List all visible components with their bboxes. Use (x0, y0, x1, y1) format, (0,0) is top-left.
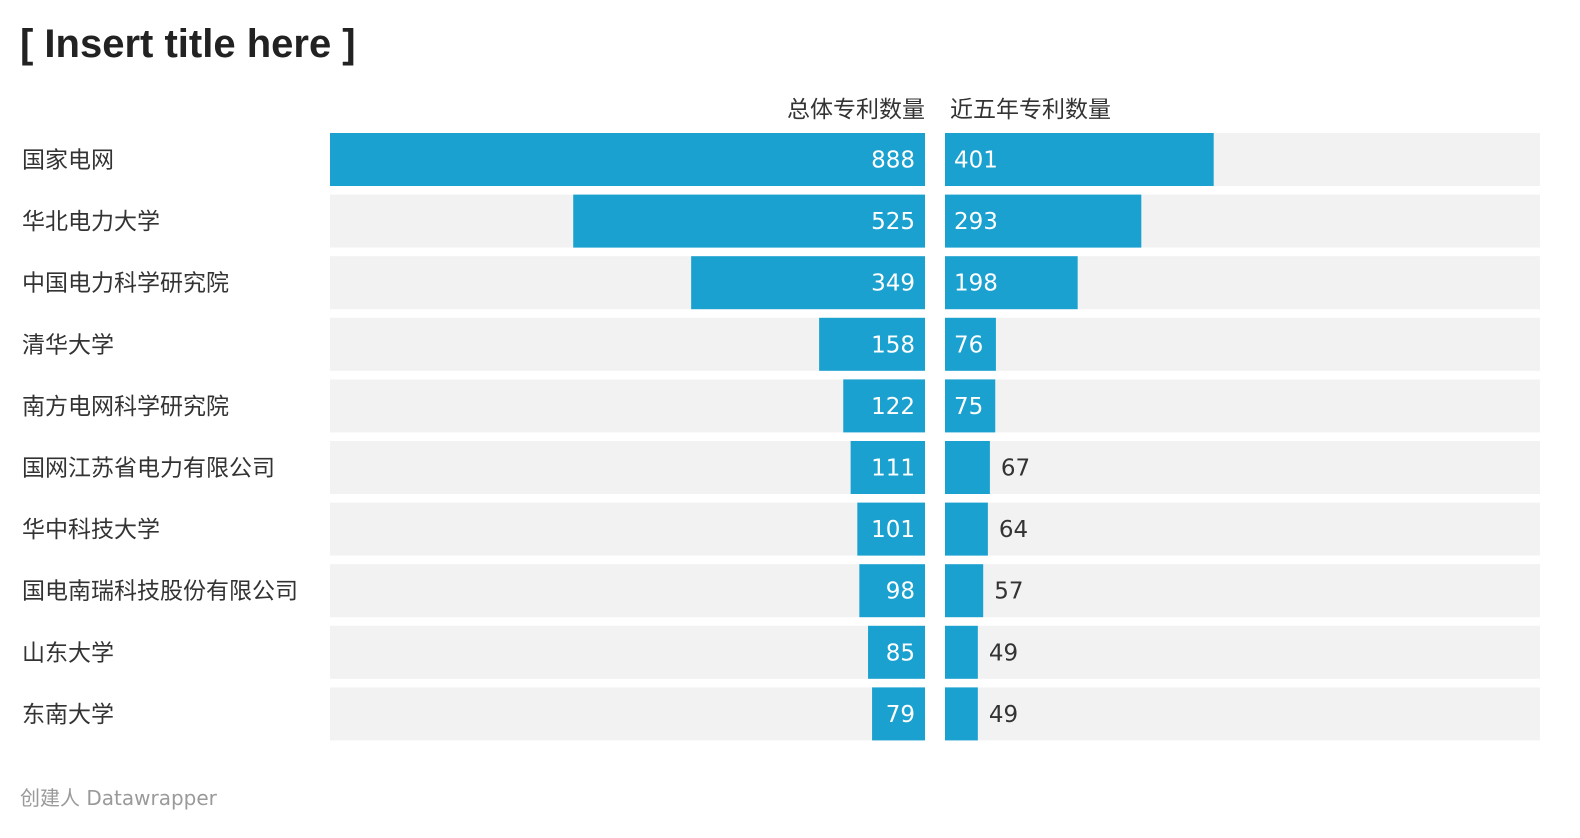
bar-total (843, 379, 925, 433)
value-label-total: 525 (871, 209, 915, 235)
value-label-recent: 49 (989, 640, 1018, 666)
bar-recent (945, 194, 1142, 248)
row-label: 国电南瑞科技股份有限公司 (22, 579, 298, 605)
bar-recent (945, 441, 990, 494)
bar-track-total (330, 441, 925, 494)
bar-track-recent (945, 687, 1540, 741)
bar-total (691, 256, 925, 310)
bar-total (872, 687, 925, 741)
bar-track-recent (945, 317, 1540, 371)
bar-track-recent (945, 441, 1540, 494)
value-label-total: 85 (886, 640, 915, 666)
column-header-total: 总体专利数量 (787, 97, 925, 123)
value-label-recent: 64 (999, 517, 1028, 543)
bar-recent (945, 625, 978, 679)
value-label-recent: 76 (954, 332, 983, 358)
bar-total (850, 441, 925, 494)
value-label-recent: 67 (1001, 456, 1030, 482)
row-label: 国家电网 (22, 148, 114, 174)
credit-line: 创建人 Datawrapper (20, 786, 217, 810)
row-label: 南方电网科学研究院 (22, 394, 229, 420)
value-label-total: 79 (886, 702, 915, 728)
value-label-total: 101 (871, 517, 915, 543)
value-label-total: 111 (871, 456, 915, 482)
chart-title: [ Insert title here ] (20, 22, 356, 66)
value-label-recent: 49 (989, 702, 1018, 728)
row-label: 国网江苏省电力有限公司 (22, 456, 275, 482)
row-label: 山东大学 (22, 640, 114, 666)
bar-total (819, 317, 925, 371)
row-label: 中国电力科学研究院 (22, 271, 229, 297)
bar-track-total (330, 379, 925, 433)
bar-total (573, 194, 925, 248)
row-label: 华中科技大学 (22, 517, 160, 543)
row-label: 东南大学 (22, 702, 114, 728)
value-label-total: 122 (871, 394, 915, 420)
bar-total (859, 564, 925, 618)
row-label: 华北电力大学 (22, 209, 160, 235)
row-label: 清华大学 (22, 332, 114, 358)
value-label-recent: 75 (954, 394, 983, 420)
bar-track-total (330, 564, 925, 618)
bar-recent (945, 256, 1078, 310)
bar-track-total (330, 687, 925, 741)
bar-recent (945, 133, 1214, 186)
value-label-recent: 198 (954, 271, 998, 297)
value-label-recent: 401 (954, 148, 998, 174)
bar-recent (945, 687, 978, 741)
bar-track-recent (945, 502, 1540, 556)
value-label-total: 349 (871, 271, 915, 297)
bar-track-total (330, 502, 925, 556)
bar-total (868, 625, 925, 679)
bar-track-recent (945, 564, 1540, 618)
value-label-total: 158 (871, 332, 915, 358)
bar-track-total (330, 625, 925, 679)
column-header-recent: 近五年专利数量 (950, 97, 1111, 123)
bar-track-recent (945, 379, 1540, 433)
value-label-total: 98 (886, 579, 915, 605)
bar-total (330, 133, 925, 186)
value-label-recent: 293 (954, 209, 998, 235)
value-label-total: 888 (871, 148, 915, 174)
bar-recent (945, 379, 996, 433)
bar-track-recent (945, 625, 1540, 679)
bar-recent (945, 564, 984, 618)
bar-recent (945, 317, 996, 371)
bar-total (857, 502, 925, 556)
bar-recent (945, 502, 988, 556)
value-label-recent: 57 (994, 579, 1023, 605)
